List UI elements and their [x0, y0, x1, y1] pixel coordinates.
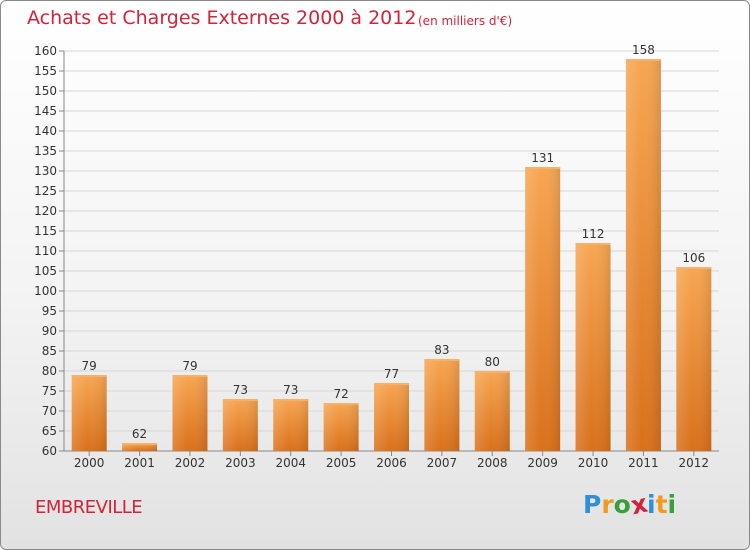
bar-shading: [525, 167, 561, 451]
bar-top-edge: [273, 399, 309, 401]
bar-shading: [323, 403, 359, 451]
x-tick-label: 2001: [124, 456, 155, 470]
y-tick-label: 65: [42, 424, 57, 438]
y-tick-label: 130: [34, 164, 57, 178]
y-tick-label: 105: [34, 264, 57, 278]
bar-shading: [273, 399, 309, 451]
bar-shading: [71, 375, 107, 451]
y-tick-label: 155: [34, 64, 57, 78]
bar-top-edge: [323, 403, 359, 405]
logo-letter: r: [601, 490, 614, 519]
x-tick-label: 2000: [74, 456, 105, 470]
bar-shading: [625, 59, 661, 451]
y-tick-label: 150: [34, 84, 57, 98]
x-tick-label: 2003: [225, 456, 256, 470]
bar-shading: [122, 443, 158, 451]
bar-value-label: 62: [132, 427, 147, 441]
logo-letter: o: [613, 490, 631, 519]
y-tick-label: 70: [42, 404, 57, 418]
x-tick-label: 2007: [427, 456, 458, 470]
bar-top-edge: [424, 359, 460, 361]
bar-value-label: 79: [182, 359, 197, 373]
bar-shading: [172, 375, 208, 451]
bar-shading: [575, 243, 611, 451]
logo-letter: i: [667, 490, 677, 519]
y-tick-label: 95: [42, 304, 57, 318]
y-tick-label: 110: [34, 244, 57, 258]
bar-value-label: 79: [82, 359, 97, 373]
proxiti-logo[interactable]: Proxiti: [583, 489, 677, 521]
bar-value-label: 83: [434, 343, 449, 357]
bar-top-edge: [222, 399, 258, 401]
x-tick-label: 2002: [175, 456, 206, 470]
bar-top-edge: [71, 375, 107, 377]
bar-top-edge: [676, 267, 712, 269]
x-tick-label: 2010: [578, 456, 609, 470]
x-tick-label: 2008: [477, 456, 508, 470]
x-tick-label: 2005: [326, 456, 357, 470]
logo-letter: t: [655, 490, 668, 519]
y-tick-label: 125: [34, 184, 57, 198]
bar-top-edge: [474, 371, 510, 373]
bar-value-label: 106: [682, 251, 705, 265]
y-tick-label: 60: [42, 444, 57, 458]
bar-top-edge: [172, 375, 208, 377]
bar-value-label: 80: [485, 355, 500, 369]
bar-shading: [222, 399, 258, 451]
bar-shading: [676, 267, 712, 451]
x-tick-label: 2004: [275, 456, 306, 470]
chart-unit: (en milliers d'€): [418, 14, 513, 28]
bar-value-label: 158: [632, 43, 655, 57]
bar-top-edge: [122, 443, 158, 445]
y-tick-label: 120: [34, 204, 57, 218]
bar-top-edge: [374, 383, 409, 385]
bar-value-label: 112: [582, 227, 605, 241]
x-tick-label: 2011: [628, 456, 659, 470]
y-tick-label: 85: [42, 344, 57, 358]
x-tick-label: 2009: [527, 456, 558, 470]
x-tick-label: 2006: [376, 456, 407, 470]
bar-top-edge: [575, 243, 611, 245]
y-tick-label: 160: [34, 44, 57, 58]
bar-value-label: 73: [233, 383, 248, 397]
bar-shading: [374, 383, 409, 451]
y-tick-label: 75: [42, 384, 57, 398]
logo-letter: P: [583, 490, 602, 519]
chart-title: Achats et Charges Externes 2000 à 2012: [27, 7, 417, 29]
y-tick-label: 115: [34, 224, 57, 238]
bar-value-label: 77: [384, 367, 399, 381]
bar-top-edge: [625, 59, 661, 61]
y-tick-label: 135: [34, 144, 57, 158]
bar-shading: [424, 359, 460, 451]
y-tick-label: 100: [34, 284, 57, 298]
bar-top-edge: [525, 167, 561, 169]
bar-value-label: 72: [333, 387, 348, 401]
bar-shading: [474, 371, 510, 451]
y-tick-label: 140: [34, 124, 57, 138]
x-tick-label: 2012: [679, 456, 710, 470]
y-tick-label: 80: [42, 364, 57, 378]
bar-value-label: 131: [531, 151, 554, 165]
bar-value-label: 73: [283, 383, 298, 397]
place-name: EMBREVILLE: [35, 497, 143, 518]
y-tick-label: 145: [34, 104, 57, 118]
y-tick-label: 90: [42, 324, 57, 338]
logo-letter: i: [647, 490, 656, 519]
